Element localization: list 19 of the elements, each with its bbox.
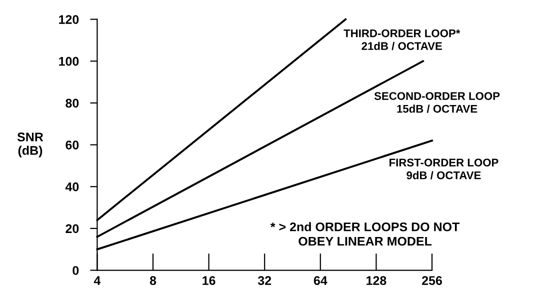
- y-tick-label: 80: [66, 98, 79, 108]
- x-tick-label: 256: [422, 276, 442, 286]
- x-tick-label: 16: [202, 276, 216, 286]
- series-label: SECOND-ORDER LOOP 15dB / OCTAVE: [374, 92, 500, 113]
- y-tick-label: 100: [59, 56, 79, 66]
- x-tick-label: 32: [258, 276, 272, 286]
- y-tick-label: 0: [72, 266, 79, 275]
- x-tick-label: 128: [366, 276, 386, 286]
- series-label: FIRST-ORDER LOOP 9dB / OCTAVE: [390, 158, 498, 180]
- y-tick-label: 60: [66, 140, 79, 150]
- y-tick-label: 40: [65, 182, 79, 192]
- y-axis-title: SNR (dB): [17, 132, 44, 158]
- x-tick-label: 8: [150, 276, 156, 286]
- series-label: THIRD-ORDER LOOP* 21dB / OCTAVE: [344, 29, 460, 50]
- x-tick-label: 4: [94, 276, 101, 285]
- y-tick-label: 20: [66, 224, 79, 234]
- x-tick-label: 64: [314, 276, 328, 286]
- y-tick-label: 120: [59, 15, 79, 24]
- annotation: * > 2nd ORDER LOOPS DO NOT OBEY LINEAR MODEL: [270, 222, 460, 246]
